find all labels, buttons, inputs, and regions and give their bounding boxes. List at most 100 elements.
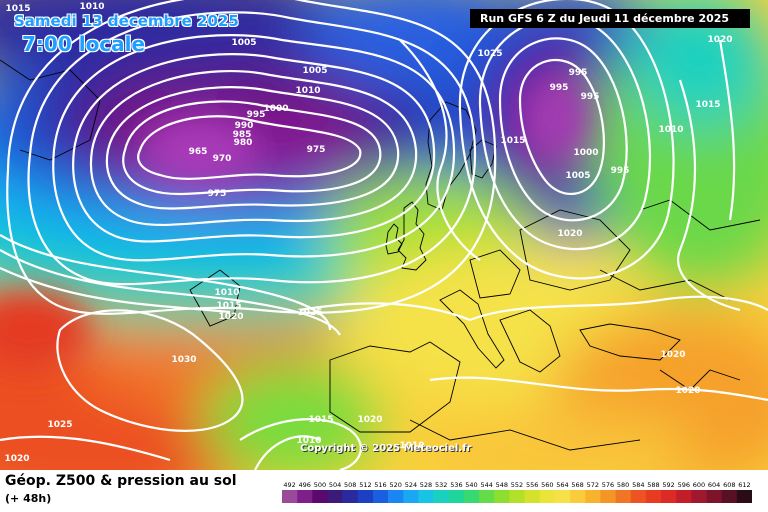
scale-swatch [282,490,298,503]
pressure-label: 970 [213,154,232,164]
scale-swatch [736,490,752,503]
scale-swatch [585,490,601,503]
pressure-label: 1000 [573,148,598,158]
scale-label: 544 [480,481,492,489]
scale-label: 600 [693,481,705,489]
scale-label: 564 [556,481,568,489]
scale-swatch [706,490,722,503]
scale-label: 532 [435,481,447,489]
scale-swatch [479,490,495,503]
scale-swatch [691,490,707,503]
scale-swatch [554,490,571,503]
scale-label: 516 [374,481,386,489]
forecast-time: 7:00 locale [22,32,146,56]
scale-label: 588 [647,481,659,489]
pressure-label: 995 [550,83,569,93]
scale-swatch [388,490,404,503]
scale-swatch [494,490,510,503]
pressure-labels: 1015 1010 1010 1005 1005 1010 1000 995 9… [4,2,732,464]
scale-label: 492 [283,481,295,489]
pressure-label: 1015 [216,301,241,311]
scale-swatch [463,490,480,503]
scale-swatch [661,490,677,503]
pressure-label: 1005 [565,171,590,181]
pressure-label: 1010 [79,2,104,12]
scale-swatch [539,490,556,503]
pressure-label: 1015 [308,415,333,425]
pressure-label: 1020 [357,415,382,425]
scale-swatch [357,490,374,503]
pressure-label: 1015 [500,136,525,146]
scale-swatch [403,490,419,503]
scale-swatch [524,490,541,503]
pressure-label: 1005 [231,38,256,48]
scale-swatch [570,490,586,503]
scale-swatch [615,490,632,503]
pressure-label: 995 [247,110,266,120]
scale-swatch [372,490,389,503]
pressure-label: 1010 [658,125,683,135]
run-info: Run GFS 6 Z du Jeudi 11 décembre 2025 [470,9,750,28]
scale-label: 504 [329,481,341,489]
scale-swatch [509,490,525,503]
pressure-label: 1015 [695,100,720,110]
scale-swatch [630,490,647,503]
scale-label: 604 [708,481,720,489]
copyright: Copyright © 2025 Meteociel.fr [300,443,472,454]
pressure-label: 1020 [707,35,732,45]
scale-swatch [433,490,450,503]
pressure-label: 1025 [297,308,322,318]
scale-label: 560 [541,481,553,489]
scale-swatch [312,490,328,503]
pressure-label: 1000 [263,104,288,114]
scale-swatch [418,490,434,503]
scale-label: 540 [465,481,477,489]
pressure-label: 1010 [399,441,424,451]
pressure-label: 1010 [295,86,320,96]
forecast-date: Samedi 13 decembre 2025 [14,12,239,30]
scale-swatch [645,490,662,503]
pressure-label: 995 [569,68,588,78]
pressure-label: 965 [189,147,208,157]
geopotential-field [0,0,768,470]
pressure-label: 975 [307,145,326,155]
scale-swatch [721,490,738,503]
scale-label: 596 [678,481,690,489]
coastlines [0,59,761,451]
scale-label: 584 [632,481,644,489]
pressure-label: 1020 [675,386,700,396]
scale-label: 524 [405,481,417,489]
pressure-label: 985 [233,130,252,140]
scale-label: 508 [344,481,356,489]
scale-label: 568 [571,481,583,489]
scale-label: 556 [526,481,538,489]
scale-label: 576 [602,481,614,489]
pressure-label: 1005 [302,66,327,76]
scale-label: 496 [298,481,310,489]
scale-label: 552 [511,481,523,489]
scale-label: 512 [359,481,371,489]
scale-label: 528 [420,481,432,489]
pressure-label: 1010 [296,436,321,446]
pressure-label: 975 [208,189,227,199]
pressure-label: 1020 [660,350,685,360]
pressure-label: 1015 [5,4,30,14]
pressure-label: 1030 [171,355,196,365]
scale-label: 536 [450,481,462,489]
pressure-label: 1020 [4,454,29,464]
color-scale: 492 496 500 504 508 512 516 520 524 528 532 536 540 5… [282,481,752,503]
scale-label: 592 [662,481,674,489]
map-title: Géop. Z500 & pression au sol [5,473,237,489]
pressure-label: 990 [235,121,254,131]
scale-swatch [448,490,465,503]
pressure-label: 1010 [214,288,239,298]
scale-swatch [342,490,359,503]
pressure-label: 995 [581,92,600,102]
scale-label: 612 [738,481,750,489]
scale-label: 520 [389,481,401,489]
pressure-label: 1025 [477,49,502,59]
pressure-label: 980 [234,138,253,148]
scale-label: 548 [496,481,508,489]
scale-label: 500 [314,481,326,489]
scale-swatch [676,490,692,503]
